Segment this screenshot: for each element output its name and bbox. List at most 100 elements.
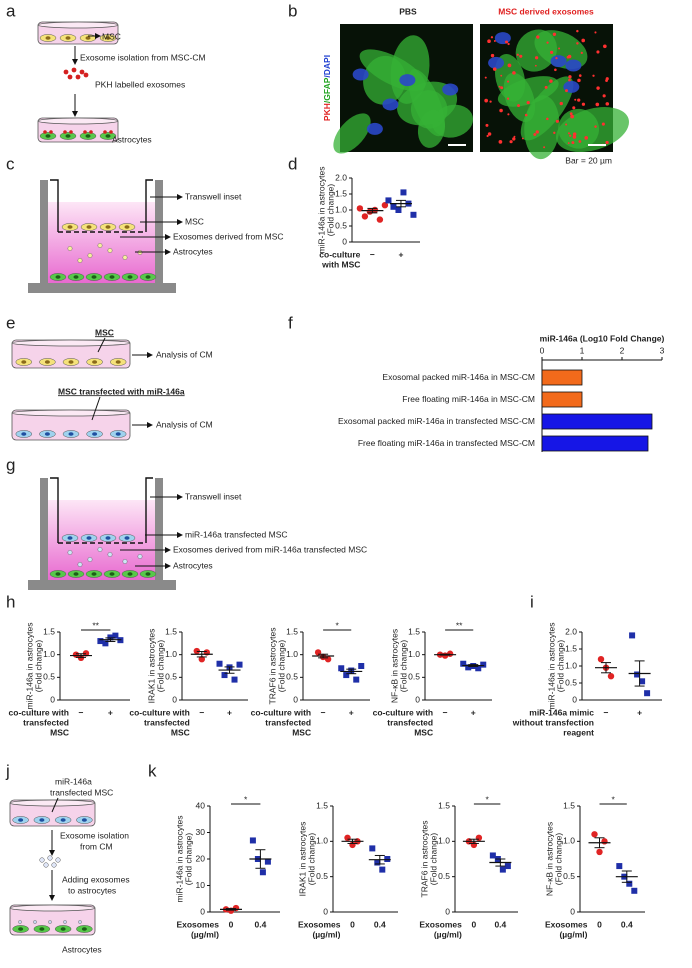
x-axis-label: co-culture with: [373, 707, 433, 717]
dish-rim: [11, 339, 131, 347]
nucleus: [45, 36, 51, 40]
data-point: [381, 202, 389, 209]
pkh: [577, 78, 581, 83]
data-point: [343, 672, 350, 679]
data-point: [385, 197, 392, 204]
data-point: [465, 664, 472, 671]
y-tick-label: 1.0: [335, 204, 347, 214]
pkh: [594, 31, 597, 34]
diagram-label: Astrocytes: [173, 246, 213, 256]
x-axis-label: without transfection: [512, 717, 594, 727]
data-point: [353, 676, 360, 683]
y-tick-label: 1.0: [408, 649, 420, 659]
y-axis-label: (Fold change): [398, 640, 408, 693]
exosome: [63, 920, 67, 924]
wall: [155, 180, 163, 283]
data-point: [97, 638, 104, 645]
data-point: [616, 863, 623, 870]
nucleus: [60, 818, 66, 822]
nucleus: [68, 432, 74, 436]
pkh: [570, 114, 574, 119]
stain-label: PKH/GFAP/DAPI: [322, 55, 332, 121]
stain: PKH: [322, 103, 332, 121]
pkh: [487, 132, 492, 136]
significance: *: [485, 794, 489, 804]
pkh: [507, 42, 510, 46]
x-axis-label: co-culture with: [251, 707, 311, 717]
pkh: [492, 67, 497, 71]
exosome: [78, 920, 82, 924]
pointer: [51, 797, 59, 813]
y-tick-label: 20: [196, 853, 206, 863]
y-axis-label: miR-146a in astrocytes: [24, 623, 34, 710]
bar: [541, 413, 653, 430]
pkh: [506, 80, 510, 83]
data-point: [384, 856, 391, 862]
pkh: [584, 136, 589, 140]
x-tick-label: −: [79, 707, 84, 717]
nucleus: [565, 59, 582, 72]
data-point: [198, 656, 205, 663]
data-point: [631, 887, 638, 894]
pkh: [489, 100, 492, 103]
y-tick-label: 1.5: [565, 643, 577, 653]
pkh: [571, 141, 575, 145]
nucleus: [109, 275, 115, 279]
x-tick-label: +: [108, 707, 113, 717]
panel-label: d: [288, 154, 297, 173]
pkh: [498, 85, 501, 88]
pkh: [603, 44, 607, 49]
x-axis-label: (µg/ml): [559, 929, 587, 939]
pkh: [572, 135, 577, 139]
diagram-label: Analysis of CM: [156, 419, 213, 429]
pkh: [505, 40, 509, 44]
data-point: [475, 834, 483, 841]
x-tick-label: 0: [350, 919, 355, 929]
significance: *: [244, 794, 248, 804]
x-tick-label: 0.4: [374, 919, 386, 929]
nucleus: [21, 432, 27, 436]
data-point: [338, 665, 345, 672]
exosome: [63, 69, 69, 75]
diagram-label: Transwell inset: [185, 191, 242, 201]
wall: [40, 180, 48, 283]
category-label: Free floating miR-146a in transfected MS…: [358, 438, 535, 448]
pkh: [592, 74, 595, 77]
y-tick-label: 1.0: [563, 836, 575, 846]
data-point: [395, 207, 402, 213]
exosome: [87, 253, 93, 258]
diagram-label: to astrocytes: [68, 885, 116, 895]
significance: *: [336, 620, 340, 630]
nucleus: [73, 572, 79, 576]
pkh: [512, 137, 516, 141]
pkh: [536, 35, 540, 39]
x-tick-label: +: [349, 707, 354, 717]
significance: *: [611, 794, 615, 804]
x-axis-label: transfected: [387, 717, 433, 727]
panel-label: i: [530, 592, 534, 611]
nucleus: [39, 818, 45, 822]
y-tick-label: 0.5: [316, 871, 328, 881]
exosome: [48, 920, 52, 924]
data-point: [400, 189, 407, 196]
pkh: [605, 102, 610, 106]
exosome: [83, 72, 89, 78]
y-axis-label: TRAF6 in astrocytes: [419, 821, 429, 898]
stain: /GFAP: [322, 77, 332, 103]
nucleus: [73, 275, 79, 279]
panel-label: j: [5, 761, 10, 780]
column-label: MSC derived exosomes: [498, 6, 594, 16]
y-axis-label: (Fold change): [276, 640, 286, 693]
y-axis-label: (Fold change): [555, 640, 565, 693]
x-tick-label: −: [604, 707, 609, 717]
pkh: [576, 42, 579, 45]
x-axis-label: co-culture with: [129, 707, 189, 717]
base: [28, 580, 176, 590]
diagram-label: from CM: [80, 841, 113, 851]
pkh: [565, 89, 568, 93]
y-tick-label: 1.0: [438, 836, 450, 846]
y-tick-label: 0.5: [408, 672, 420, 682]
nucleus: [44, 360, 50, 364]
x-tick-label: +: [398, 249, 403, 259]
